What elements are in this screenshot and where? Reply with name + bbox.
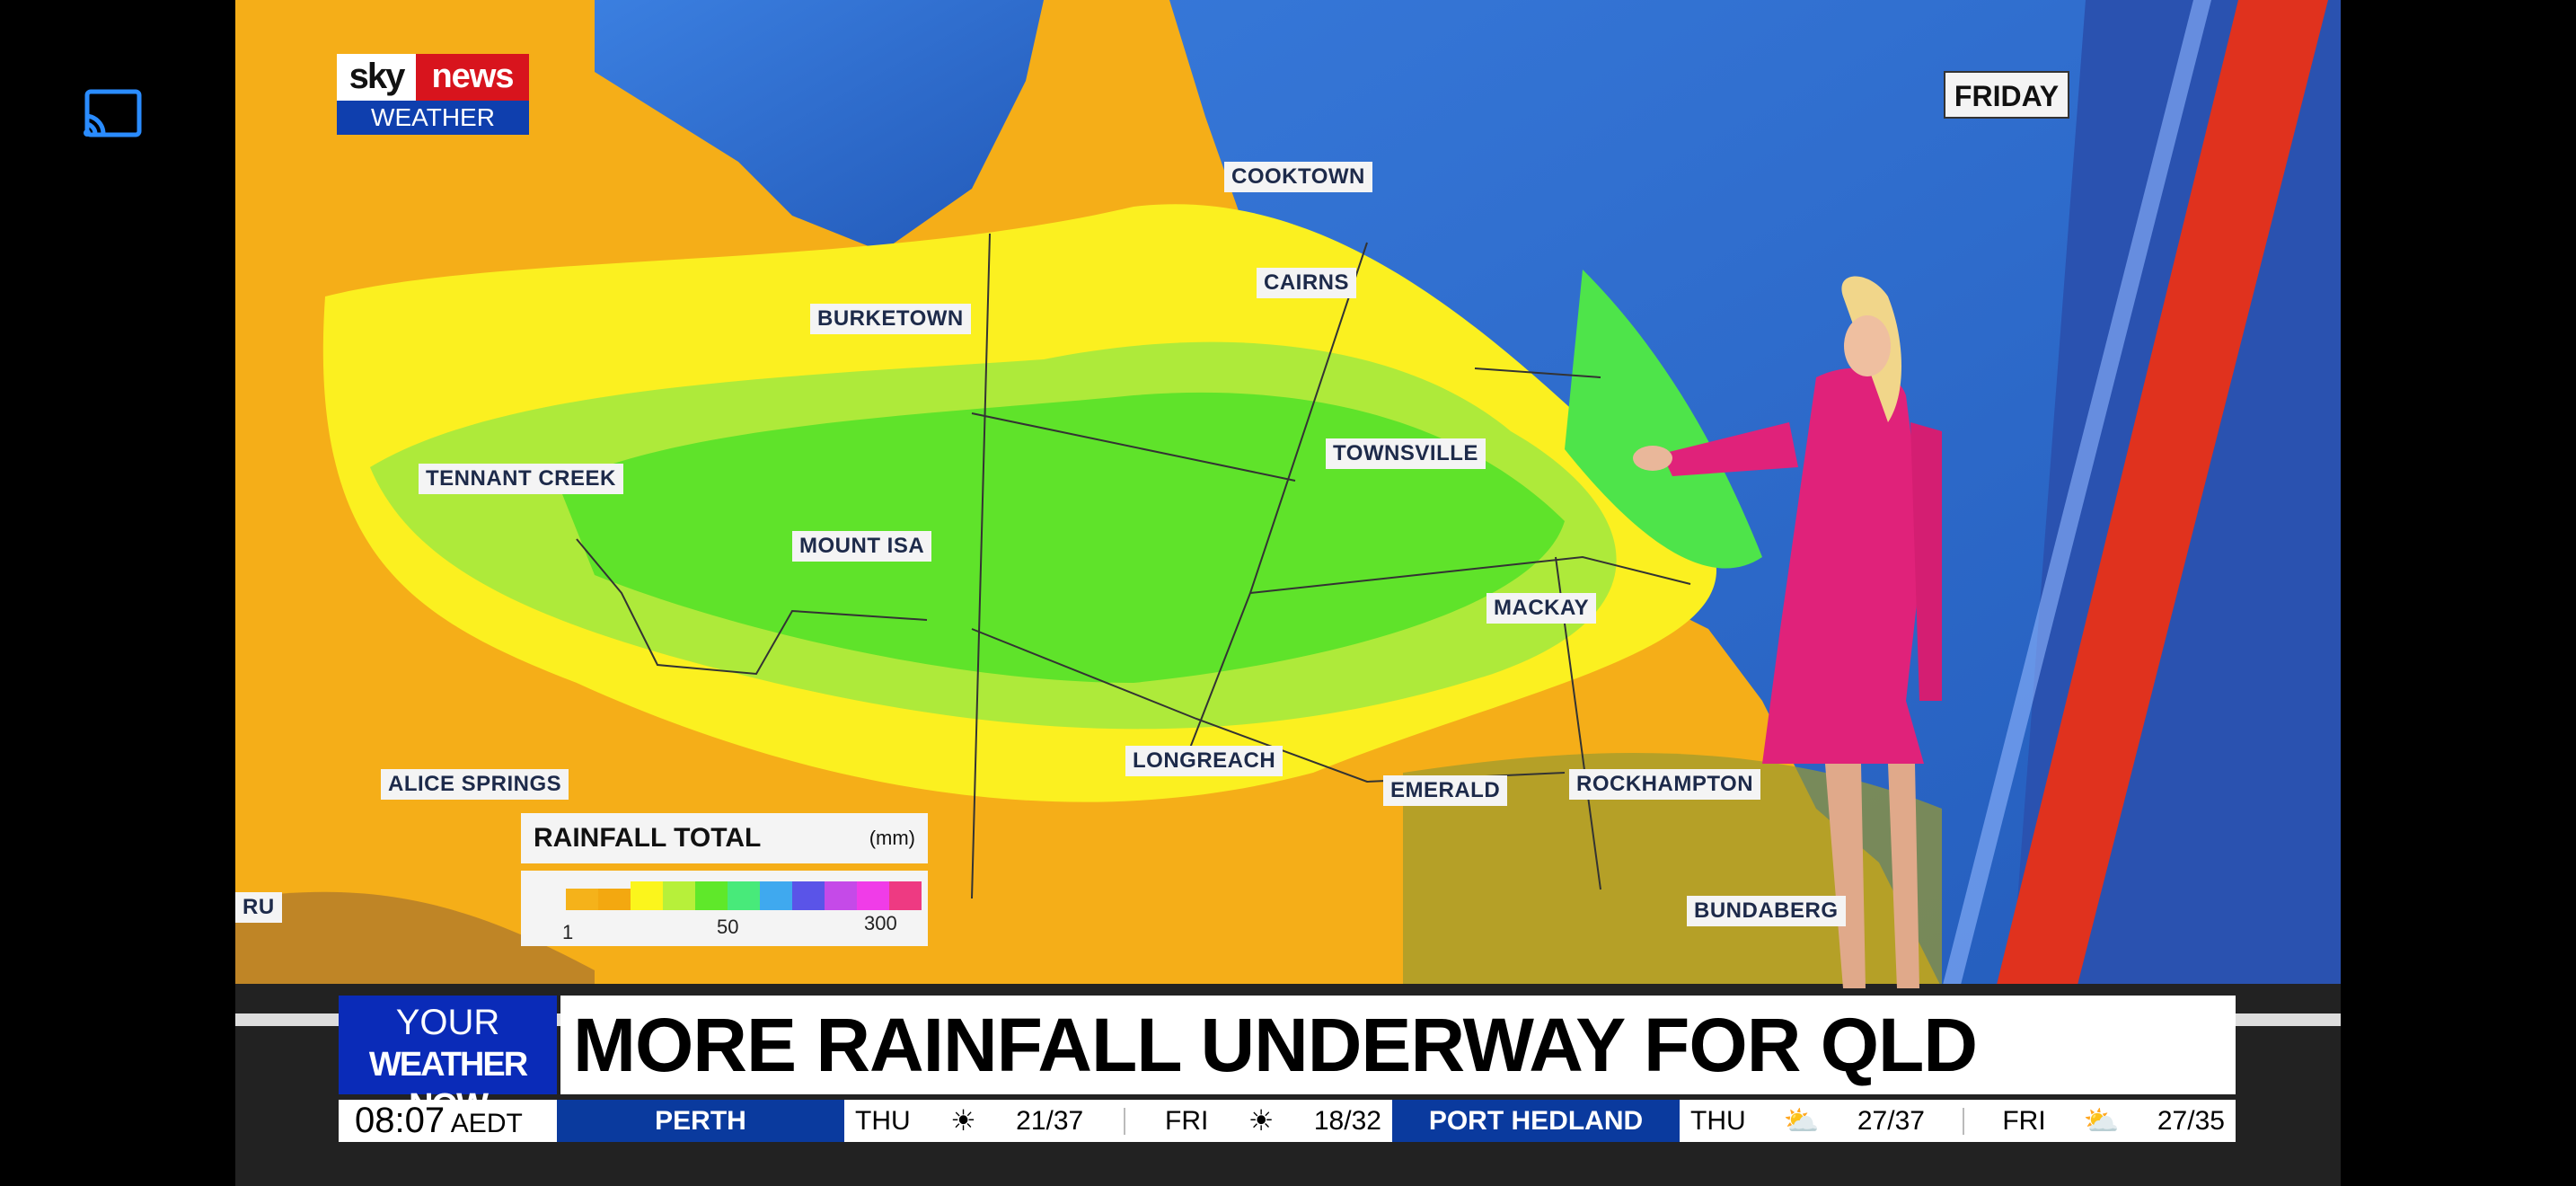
- legend-swatch: [857, 881, 889, 910]
- presenter: [1633, 276, 1942, 988]
- ticker-forecast: THU ☀ 21/37 FRI ☀ 18/32: [844, 1100, 1392, 1142]
- legend-swatch: [792, 881, 825, 910]
- city-label: ROCKHAMPTON: [1569, 769, 1761, 800]
- clock: 08:07 AEDT: [339, 1100, 557, 1142]
- divider: [1123, 1107, 1125, 1135]
- city-label: RU: [235, 892, 282, 923]
- sun-icon: ☀: [1248, 1104, 1275, 1137]
- city-label: BUNDABERG: [1687, 896, 1846, 926]
- legend-swatch: [566, 889, 598, 910]
- ticker-location: PORT HEDLAND: [1392, 1100, 1680, 1142]
- forecast-day: FRI: [1165, 1106, 1209, 1136]
- rainfall-legend: RAINFALL TOTAL (mm) 1 50 300: [521, 813, 928, 946]
- cast-icon[interactable]: [82, 89, 143, 138]
- legend-color-scale: [566, 881, 922, 910]
- city-label: LONGREACH: [1125, 746, 1284, 776]
- headline: MORE RAINFALL UNDERWAY FOR QLD: [560, 996, 2236, 1094]
- clock-time: 08:07: [355, 1101, 446, 1140]
- sun-cloud-icon: ⛅: [2083, 1104, 2120, 1137]
- sky-news-weather-logo: sky news WEATHER: [337, 54, 529, 135]
- legend-swatch: [663, 881, 695, 910]
- legend-tick: 50: [717, 916, 739, 938]
- city-label: MACKAY: [1486, 593, 1597, 624]
- legend-swatch: [695, 881, 728, 910]
- day-label: FRIDAY: [1944, 71, 2069, 119]
- weather-ticker: 08:07 AEDT PERTH THU ☀ 21/37 FRI ☀ 18/32…: [339, 1100, 2236, 1142]
- ticker-forecast: THU ⛅ 27/37 FRI ⛅ 27/35: [1680, 1100, 2236, 1142]
- legend-swatch: [728, 881, 760, 910]
- city-label: BURKETOWN: [810, 304, 971, 334]
- logo-weather: WEATHER: [337, 101, 529, 135]
- city-label: COOKTOWN: [1224, 162, 1372, 192]
- legend-title: RAINFALL TOTAL: [534, 823, 762, 853]
- logo-news: news: [416, 54, 529, 101]
- city-label: CAIRNS: [1257, 268, 1357, 298]
- legend-swatch: [889, 881, 922, 910]
- legend-tick: 300: [864, 912, 897, 934]
- sun-cloud-icon: ⛅: [1783, 1104, 1820, 1137]
- logo-sky: sky: [348, 57, 406, 96]
- your-weather-now-badge: YOUR WEATHER NOW: [339, 996, 557, 1125]
- legend-swatch: [631, 881, 663, 910]
- sun-icon: ☀: [950, 1104, 976, 1137]
- divider: [1963, 1107, 1965, 1135]
- clock-timezone: AEDT: [450, 1109, 523, 1138]
- forecast-temp: 27/35: [2157, 1106, 2225, 1136]
- forecast-day: FRI: [2002, 1106, 2046, 1136]
- city-label: EMERALD: [1383, 775, 1508, 806]
- city-label: TENNANT CREEK: [419, 464, 623, 494]
- city-label: MOUNT ISA: [792, 531, 932, 562]
- legend-unit: (mm): [869, 827, 915, 849]
- forecast-day: THU: [1690, 1106, 1746, 1136]
- legend-swatch: [598, 889, 631, 910]
- forecast-temp: 18/32: [1313, 1106, 1381, 1136]
- city-label: ALICE SPRINGS: [381, 769, 569, 800]
- badge-your: YOUR: [395, 1003, 500, 1042]
- legend-tick: 1: [562, 921, 574, 943]
- legend-swatch: [825, 881, 857, 910]
- legend-swatch: [760, 881, 792, 910]
- forecast-temp: 27/37: [1857, 1106, 1925, 1136]
- forecast-temp: 21/37: [1016, 1106, 1084, 1136]
- ticker-location: PERTH: [557, 1100, 844, 1142]
- city-label: TOWNSVILLE: [1326, 438, 1486, 469]
- forecast-day: THU: [855, 1106, 911, 1136]
